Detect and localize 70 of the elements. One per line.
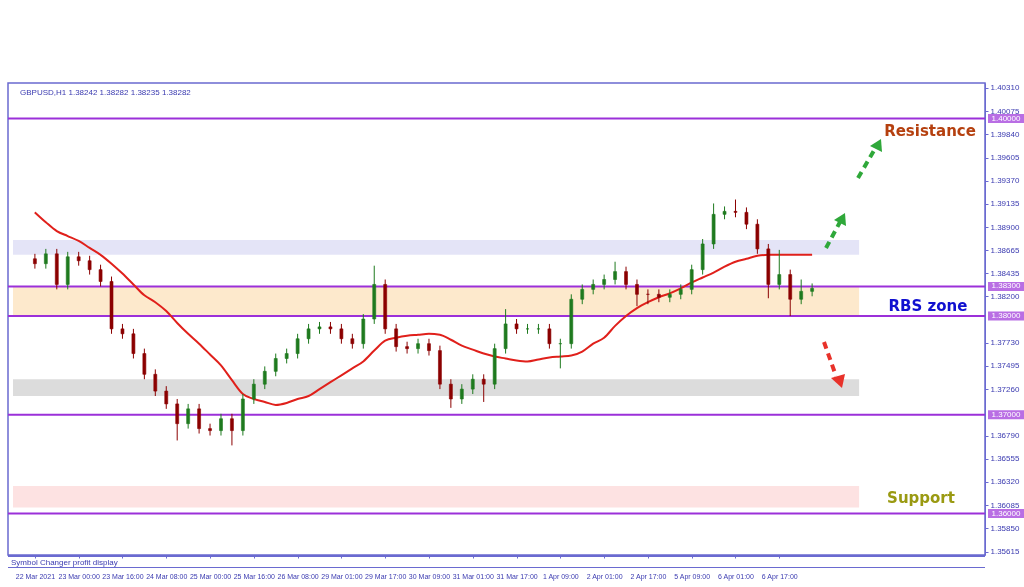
y-tick-label: 1.39135	[990, 199, 1020, 209]
y-tick-label: 1.39840	[990, 129, 1020, 139]
y-tick-label: 1.38900	[990, 222, 1020, 232]
candlestick	[580, 283, 585, 305]
candlestick	[252, 378, 256, 405]
y-tick-label: 1.35615	[990, 547, 1020, 557]
candlestick	[142, 348, 147, 380]
candlestick	[230, 413, 234, 446]
candlestick	[219, 413, 223, 437]
candlestick	[295, 333, 300, 359]
line-series	[33, 211, 814, 406]
ref-line-label: 1.38000	[991, 311, 1022, 321]
candlestick	[175, 398, 179, 441]
text: Support	[887, 489, 955, 507]
candlestick	[602, 274, 606, 290]
candlestick	[405, 341, 409, 355]
candlestick	[624, 266, 628, 290]
y-tick-label: 1.38665	[990, 245, 1020, 255]
y-tick-label: 1.37730	[990, 338, 1020, 348]
candlestick	[186, 403, 190, 430]
candlestick	[689, 264, 694, 295]
ref-line-label: 1.37000	[991, 409, 1022, 419]
candlestick	[810, 282, 814, 297]
candlestick	[131, 328, 136, 359]
y-tick-label: 1.40310	[990, 83, 1020, 93]
ref-line-label: 1.36000	[991, 508, 1022, 518]
candlestick	[153, 368, 158, 397]
candlestick	[33, 253, 37, 270]
candlestick	[339, 323, 344, 345]
ref-line-label: 1.40000	[991, 113, 1022, 123]
y-tick-label: 1.35850	[990, 523, 1020, 533]
text: Resistance	[884, 122, 976, 140]
candlestick	[273, 353, 278, 377]
y-tick-label: 1.39605	[990, 153, 1020, 163]
candlestick	[449, 378, 453, 409]
y-tick-label: 1.36555	[990, 454, 1020, 464]
text: Symbol Changer profit display	[8, 555, 985, 568]
candlestick	[427, 338, 431, 357]
y-tick-label: 1.37260	[990, 384, 1020, 394]
candlestick	[744, 206, 749, 230]
candlestick	[481, 373, 486, 403]
candlestick	[197, 403, 201, 435]
candlestick	[799, 279, 803, 305]
text: RBS zone	[888, 297, 968, 315]
candlestick	[394, 323, 398, 353]
y-tick-label: 1.36790	[990, 431, 1020, 441]
y-tick-label: 1.36085	[990, 500, 1020, 510]
candlestick	[470, 373, 475, 395]
candlestick	[44, 248, 48, 270]
candlestick	[613, 261, 617, 285]
candlestick	[635, 279, 639, 307]
candlestick	[87, 255, 92, 276]
y-tick-label: 1.37495	[990, 361, 1020, 371]
candlestick	[657, 288, 661, 303]
candlestick	[547, 323, 552, 350]
candlestick	[416, 338, 420, 355]
candlestick	[262, 365, 267, 390]
y-tick-label: 1.38435	[990, 268, 1020, 278]
candlestick	[777, 249, 782, 290]
ref-line-label: 1.38300	[991, 281, 1022, 291]
candlestick	[460, 383, 464, 405]
candlestick	[98, 264, 103, 287]
candlestick	[306, 323, 311, 345]
y-tick-label: 1.40075	[990, 106, 1020, 116]
y-tick-label: 1.36320	[990, 477, 1020, 487]
candlestick	[164, 385, 169, 410]
y-tick-label: 1.39370	[990, 176, 1020, 186]
text: GBPUSD,H1 1.38242 1.38282 1.38235 1.38282	[20, 88, 192, 97]
y-tick-label: 1.38200	[990, 291, 1020, 301]
candlestick	[208, 423, 212, 437]
